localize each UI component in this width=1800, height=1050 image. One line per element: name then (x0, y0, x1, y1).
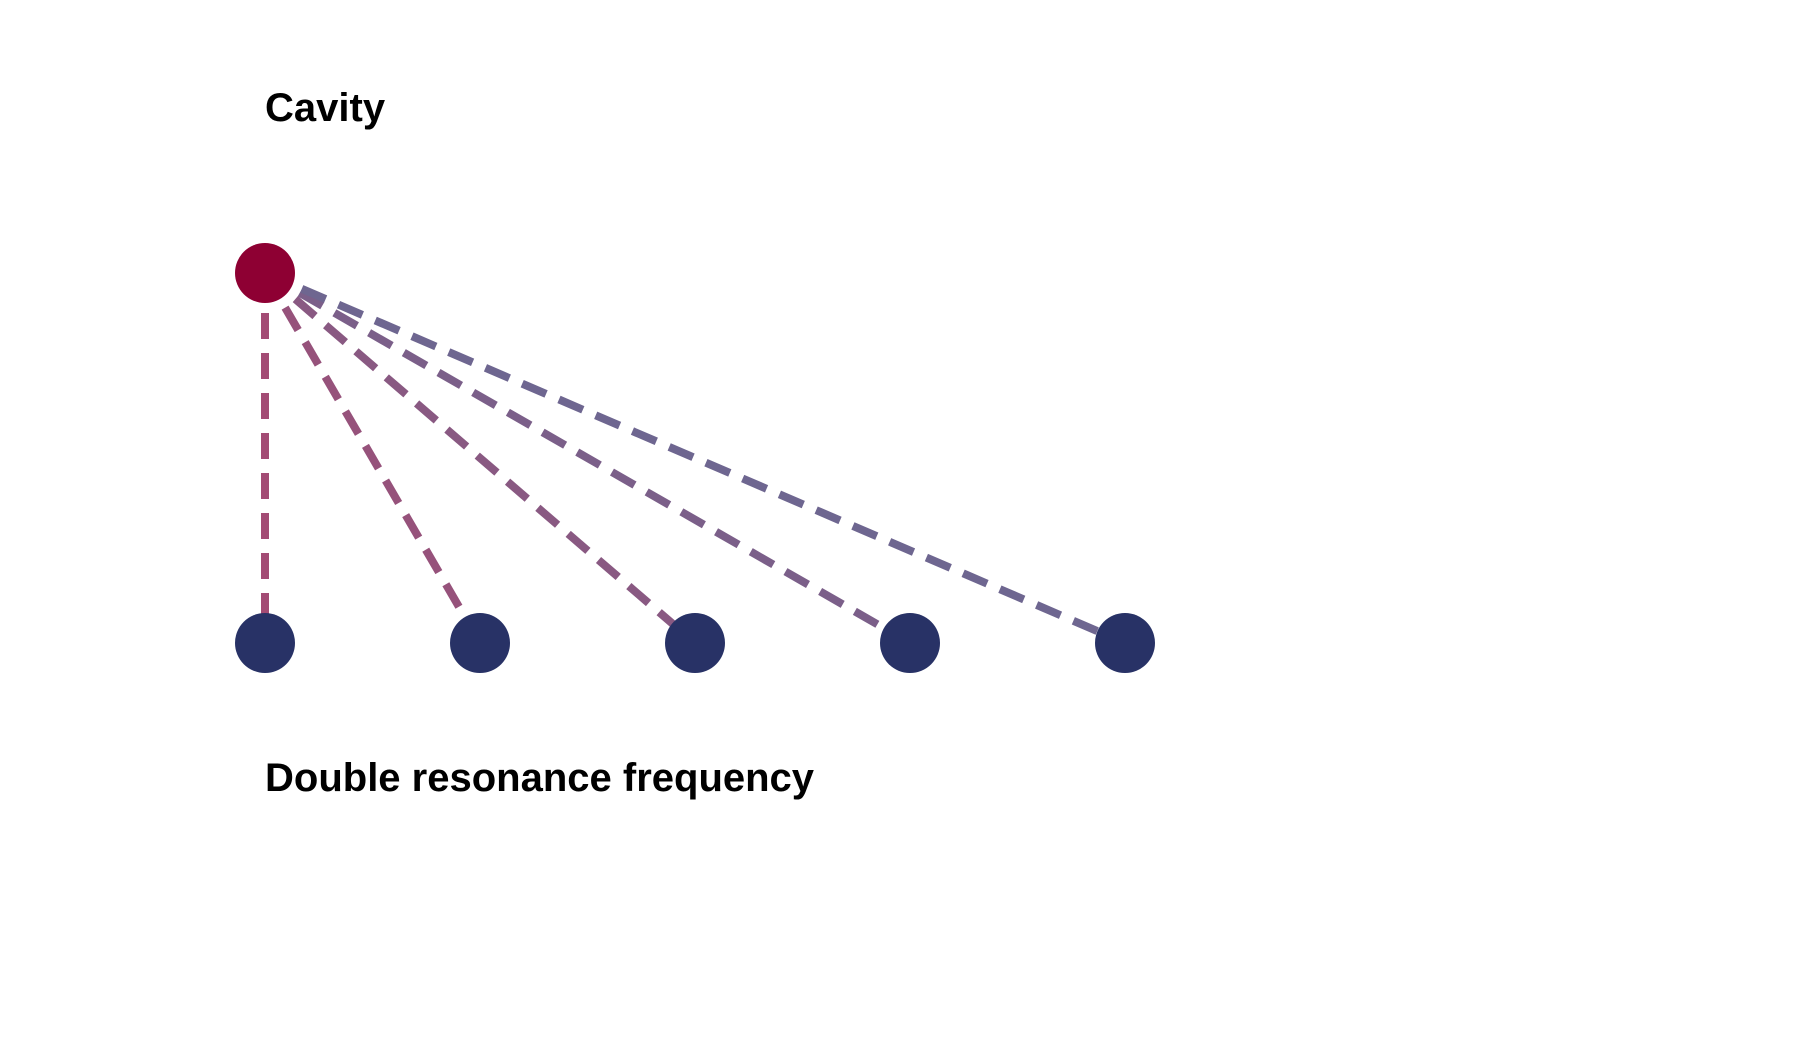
node-frequency-4 (880, 613, 940, 673)
edge-cavity-to-frequency-5 (300, 285, 1103, 637)
cavity-label: Cavity (265, 86, 386, 130)
edge-cavity-to-frequency-2 (281, 305, 471, 623)
node-frequency-2 (450, 613, 510, 673)
node-frequency-5 (1095, 613, 1155, 673)
double-resonance-frequency-label: Double resonance frequency (265, 756, 815, 800)
nodes-layer (235, 243, 1155, 673)
node-cavity (235, 243, 295, 303)
edge-cavity-to-frequency-4 (297, 289, 890, 634)
edge-cavity-to-frequency-3 (292, 296, 678, 630)
edges-layer (261, 285, 1103, 637)
node-frequency-3 (665, 613, 725, 673)
node-frequency-1 (235, 613, 295, 673)
